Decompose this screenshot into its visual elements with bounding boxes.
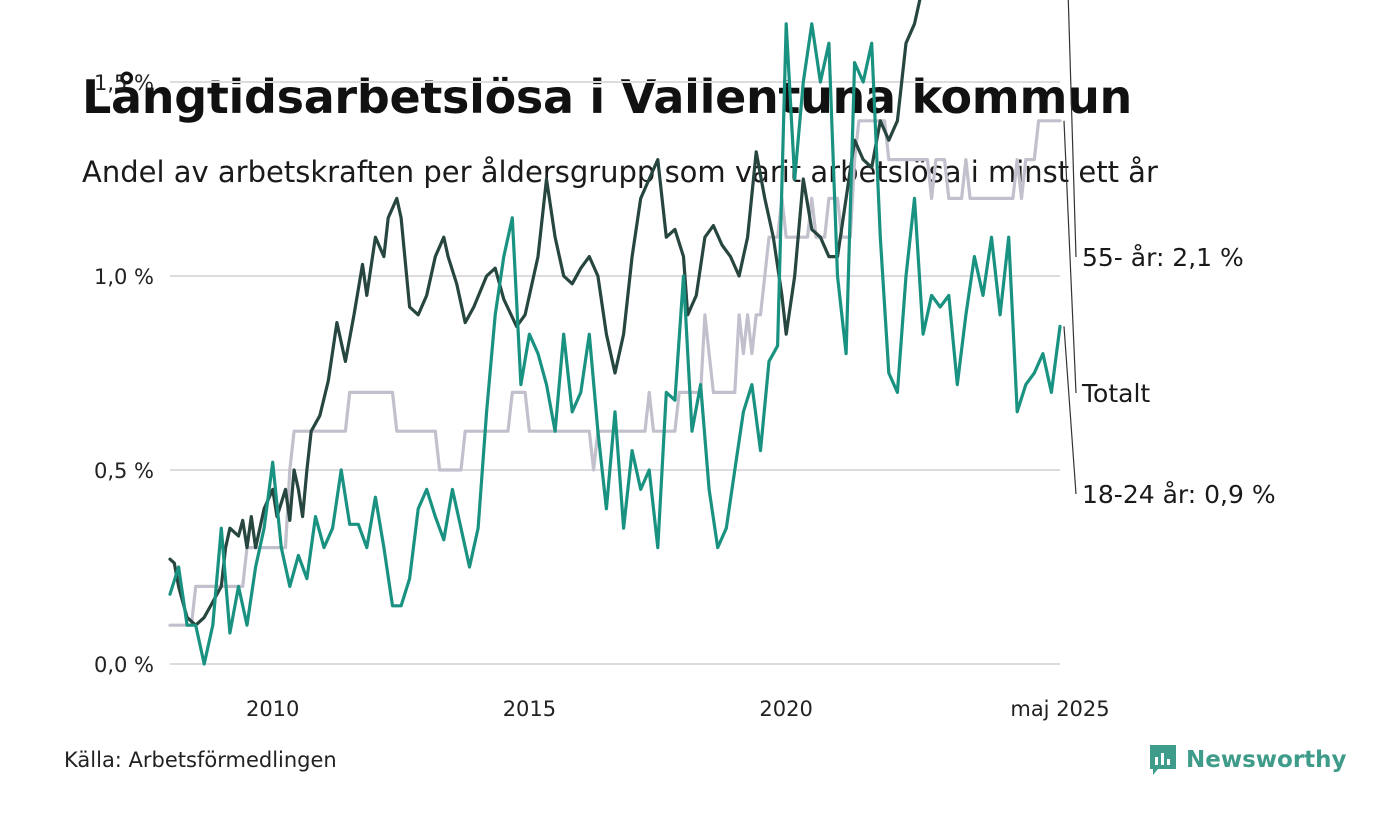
brand-logo: Newsworthy — [1148, 743, 1347, 777]
series-lines — [168, 0, 1062, 666]
series-end-label: 18-24 år: 0,9 % — [1082, 480, 1276, 509]
series-end-label: Totalt — [1081, 379, 1150, 408]
series-line-2 — [168, 22, 1062, 666]
series-end-label: 55- år: 2,1 % — [1082, 243, 1244, 272]
x-tick-label: 2015 — [503, 697, 556, 721]
series-line-0 — [168, 119, 1062, 627]
series-end-labels: Totalt 55- år: 2,1 % 18-24 år: 0,9 % — [1063, 0, 1276, 509]
y-axis-ticks: 0,0 %0,5 %1,0 %1,5 %2,0 % — [94, 71, 154, 677]
y-tick-label: 0,0 % — [94, 653, 154, 677]
gridlines — [170, 81, 1060, 665]
x-tick-label: maj 2025 — [1010, 697, 1109, 721]
y-tick-label: 1,5 % — [94, 71, 154, 95]
y-tick-label: 0,5 % — [94, 459, 154, 483]
chart-title: Långtidsarbetslösa i Vallentuna kommun — [82, 70, 1132, 124]
end-label-connector — [1067, 0, 1077, 258]
x-tick-label: 2010 — [246, 697, 299, 721]
end-label-connector — [1063, 326, 1077, 495]
newsworthy-logo-icon — [1150, 745, 1176, 775]
source-note: Källa: Arbetsförmedlingen — [64, 748, 337, 772]
series-line-1 — [168, 0, 922, 627]
brand-name: Newsworthy — [1186, 747, 1347, 773]
x-axis-ticks: 2010 2015 2020 maj 2025 — [246, 697, 1110, 721]
chart-subtitle: Andel av arbetskraften per åldersgrupp s… — [82, 155, 1158, 189]
y-tick-label: 1,0 % — [94, 265, 154, 289]
end-label-connector — [1063, 120, 1077, 394]
x-tick-label: 2020 — [759, 697, 812, 721]
